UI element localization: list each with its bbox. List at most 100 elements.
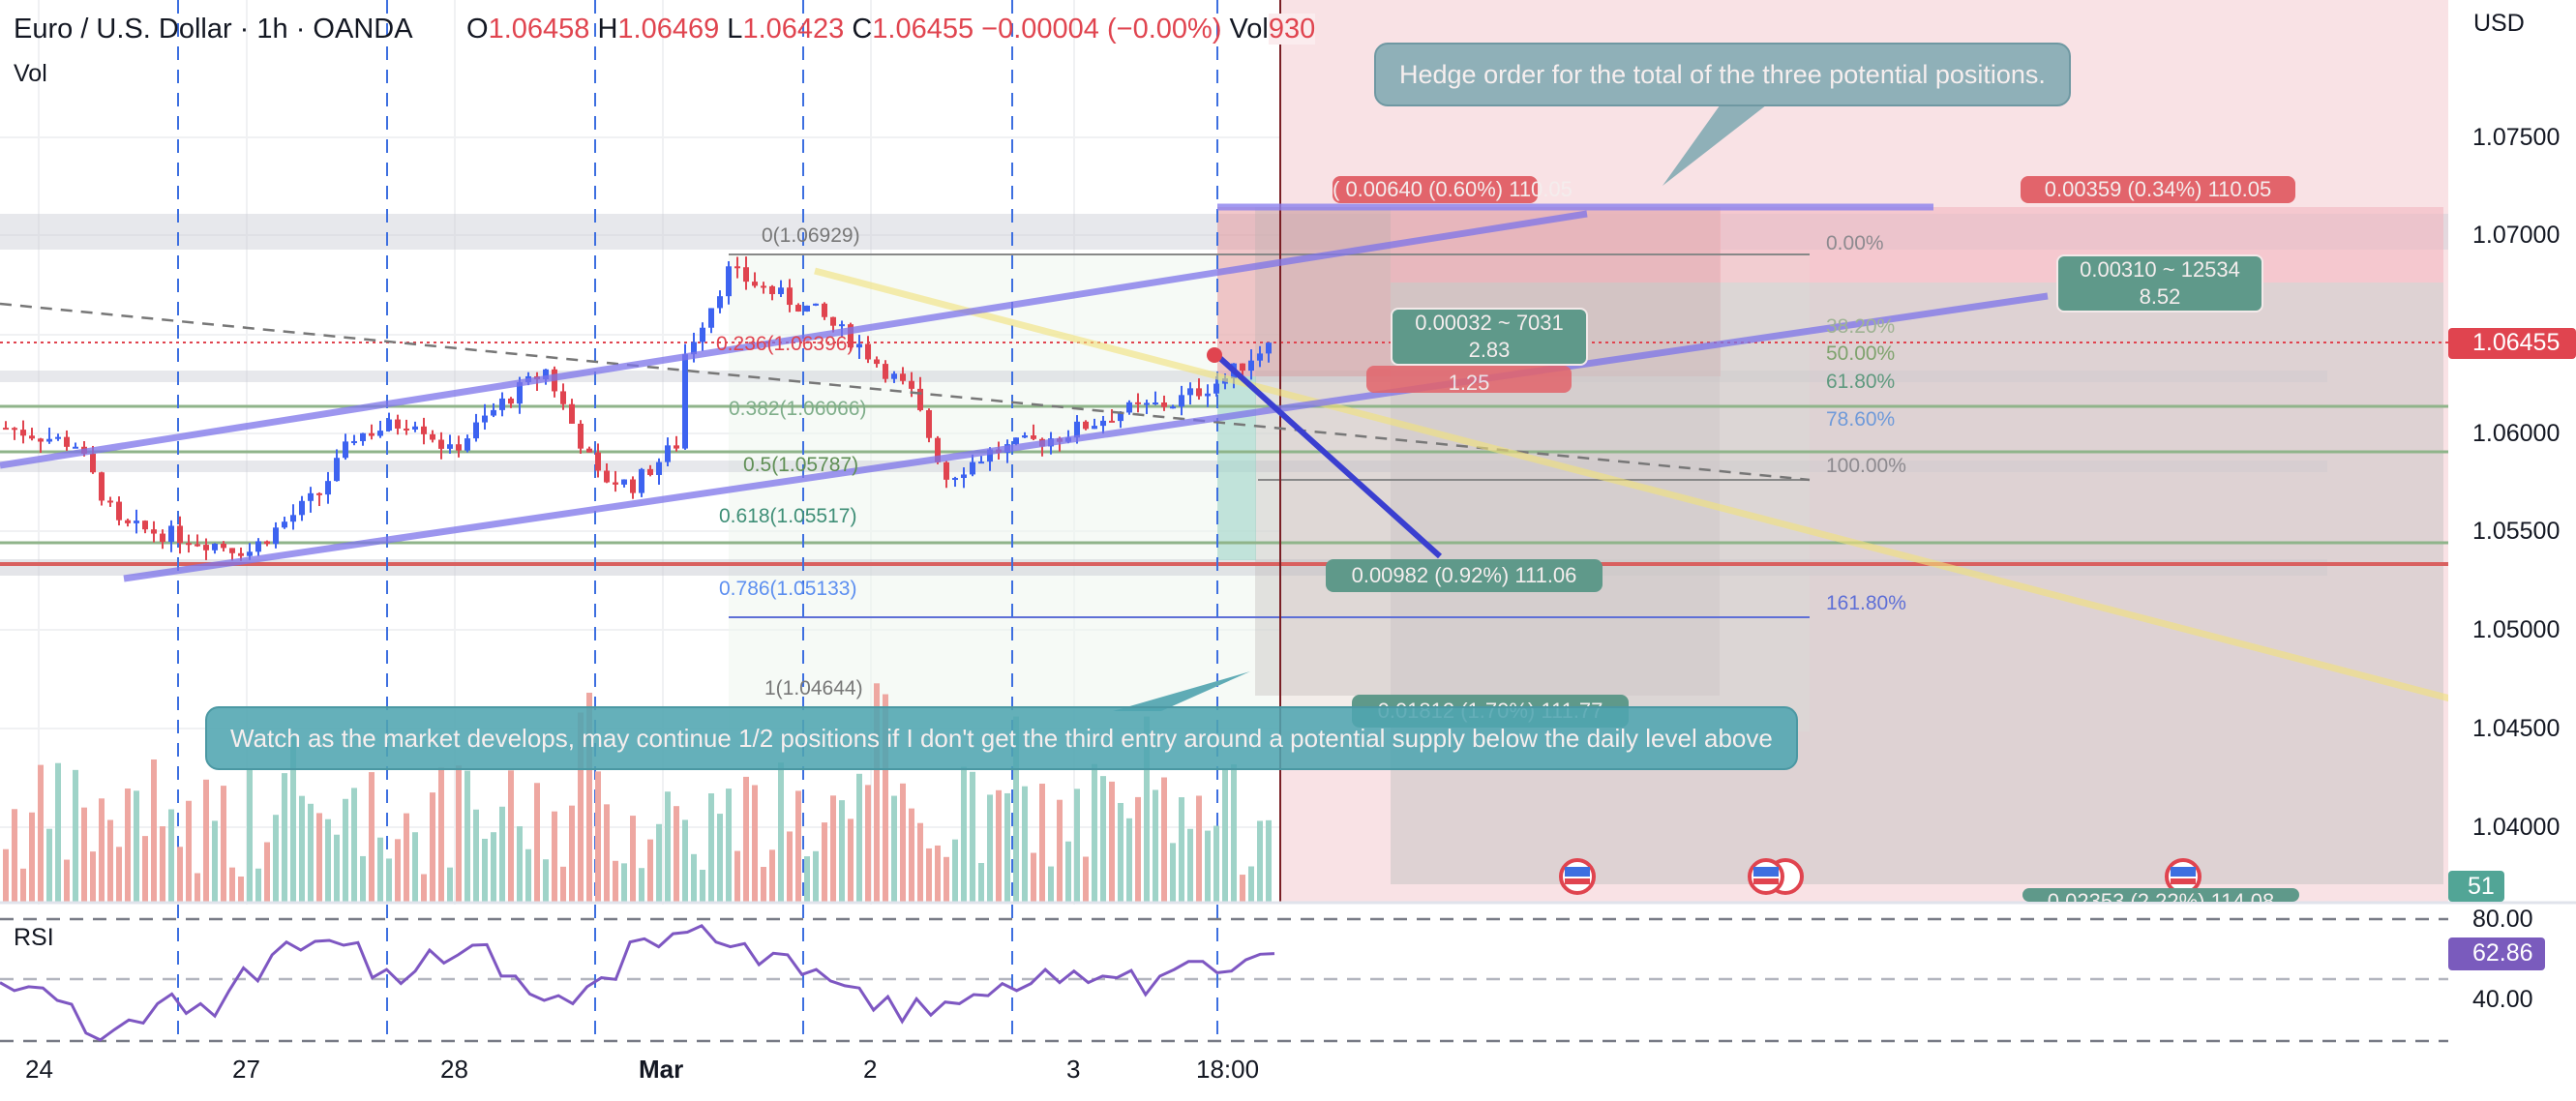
candle[interactable] <box>708 308 714 328</box>
candle[interactable] <box>212 543 218 550</box>
candle[interactable] <box>177 525 183 544</box>
candle[interactable] <box>1153 402 1158 405</box>
candle[interactable] <box>1248 360 1254 372</box>
candle[interactable] <box>586 448 592 453</box>
candle[interactable] <box>883 364 888 379</box>
candle[interactable] <box>700 327 705 342</box>
economic-events[interactable] <box>1559 858 2202 895</box>
candle[interactable] <box>717 296 723 309</box>
candle[interactable] <box>264 541 270 545</box>
candle[interactable] <box>1179 395 1184 407</box>
position-b-label[interactable]: 0.00032 ~ 7031 2.83 <box>1391 308 1588 366</box>
candle[interactable] <box>308 492 314 501</box>
candle[interactable] <box>743 267 749 283</box>
candle[interactable] <box>430 433 435 440</box>
candle[interactable] <box>351 440 357 443</box>
candle[interactable] <box>151 529 157 534</box>
hedge-stop-label-2[interactable]: 0.00359 (0.34%) 110.05 <box>2021 176 2295 203</box>
candle[interactable] <box>822 303 827 317</box>
candles[interactable] <box>3 256 1272 561</box>
candle[interactable] <box>1100 420 1106 427</box>
candle[interactable] <box>499 398 505 410</box>
candle[interactable] <box>29 435 35 439</box>
candle[interactable] <box>795 305 801 312</box>
candle[interactable] <box>970 461 975 475</box>
candle[interactable] <box>543 369 549 380</box>
candle[interactable] <box>290 515 296 522</box>
candle[interactable] <box>952 478 958 481</box>
target-1-label[interactable]: 0.00982 (0.92%) 111.06 <box>1326 559 1603 592</box>
ratio-label[interactable]: 1.25 <box>1366 366 1572 395</box>
candle[interactable] <box>282 521 287 528</box>
candle[interactable] <box>12 428 17 431</box>
candle[interactable] <box>517 382 523 404</box>
candle[interactable] <box>630 479 636 493</box>
candle[interactable] <box>1187 388 1193 396</box>
candle[interactable] <box>464 438 470 451</box>
candle[interactable] <box>90 453 96 473</box>
candle[interactable] <box>125 520 131 523</box>
candle[interactable] <box>752 282 758 286</box>
candle[interactable] <box>848 324 854 348</box>
candle[interactable] <box>20 430 26 436</box>
candle[interactable] <box>665 445 671 462</box>
candle[interactable] <box>238 552 244 556</box>
candle[interactable] <box>3 428 9 431</box>
candle[interactable] <box>395 419 401 429</box>
candle[interactable] <box>891 373 897 379</box>
candle[interactable] <box>229 548 235 553</box>
candle[interactable] <box>1074 421 1080 438</box>
candle[interactable] <box>1213 383 1219 394</box>
candle[interactable] <box>961 474 967 479</box>
candle[interactable] <box>55 436 61 439</box>
candle[interactable] <box>316 492 322 495</box>
candle[interactable] <box>1196 388 1202 397</box>
candle[interactable] <box>691 342 697 355</box>
watch-note-callout[interactable]: Watch as the market develops, may contin… <box>205 706 1798 770</box>
candle[interactable] <box>769 285 775 294</box>
candle[interactable] <box>621 479 627 485</box>
candle[interactable] <box>203 545 209 550</box>
candle[interactable] <box>221 543 226 549</box>
rsi-label[interactable]: RSI <box>14 924 54 951</box>
candle[interactable] <box>1240 363 1245 372</box>
candle[interactable] <box>569 403 575 424</box>
candle[interactable] <box>926 409 932 438</box>
candle[interactable] <box>1118 412 1123 422</box>
candle[interactable] <box>186 543 192 546</box>
rsi-line[interactable] <box>0 923 1275 1042</box>
candle[interactable] <box>46 438 52 442</box>
channel-upper[interactable] <box>0 210 1588 469</box>
candle[interactable] <box>482 415 488 423</box>
candle[interactable] <box>578 423 584 449</box>
candle[interactable] <box>116 501 122 521</box>
candle[interactable] <box>1257 353 1263 361</box>
candle[interactable] <box>99 472 105 501</box>
candle[interactable] <box>377 431 383 436</box>
candle[interactable] <box>856 343 862 348</box>
candle[interactable] <box>813 303 819 306</box>
target-3-label[interactable]: 0.02353 (2.22%) 114.08 <box>2022 888 2299 902</box>
candle[interactable] <box>38 438 44 442</box>
candle[interactable] <box>447 444 453 449</box>
candle[interactable] <box>1092 426 1097 430</box>
candle[interactable] <box>874 359 880 365</box>
candle[interactable] <box>1205 393 1211 397</box>
candle[interactable] <box>438 439 444 449</box>
candle[interactable] <box>978 461 984 464</box>
candle[interactable] <box>761 285 766 288</box>
candle[interactable] <box>944 461 949 480</box>
candle[interactable] <box>865 343 871 360</box>
candle[interactable] <box>273 527 279 545</box>
candle[interactable] <box>560 391 566 404</box>
candle[interactable] <box>917 388 923 410</box>
candle[interactable] <box>734 266 740 269</box>
candle[interactable] <box>334 458 340 482</box>
candle[interactable] <box>1022 435 1028 438</box>
candle[interactable] <box>107 500 113 503</box>
candle[interactable] <box>412 426 418 431</box>
candle[interactable] <box>1013 437 1019 445</box>
candle[interactable] <box>255 541 261 552</box>
candle[interactable] <box>142 521 148 530</box>
